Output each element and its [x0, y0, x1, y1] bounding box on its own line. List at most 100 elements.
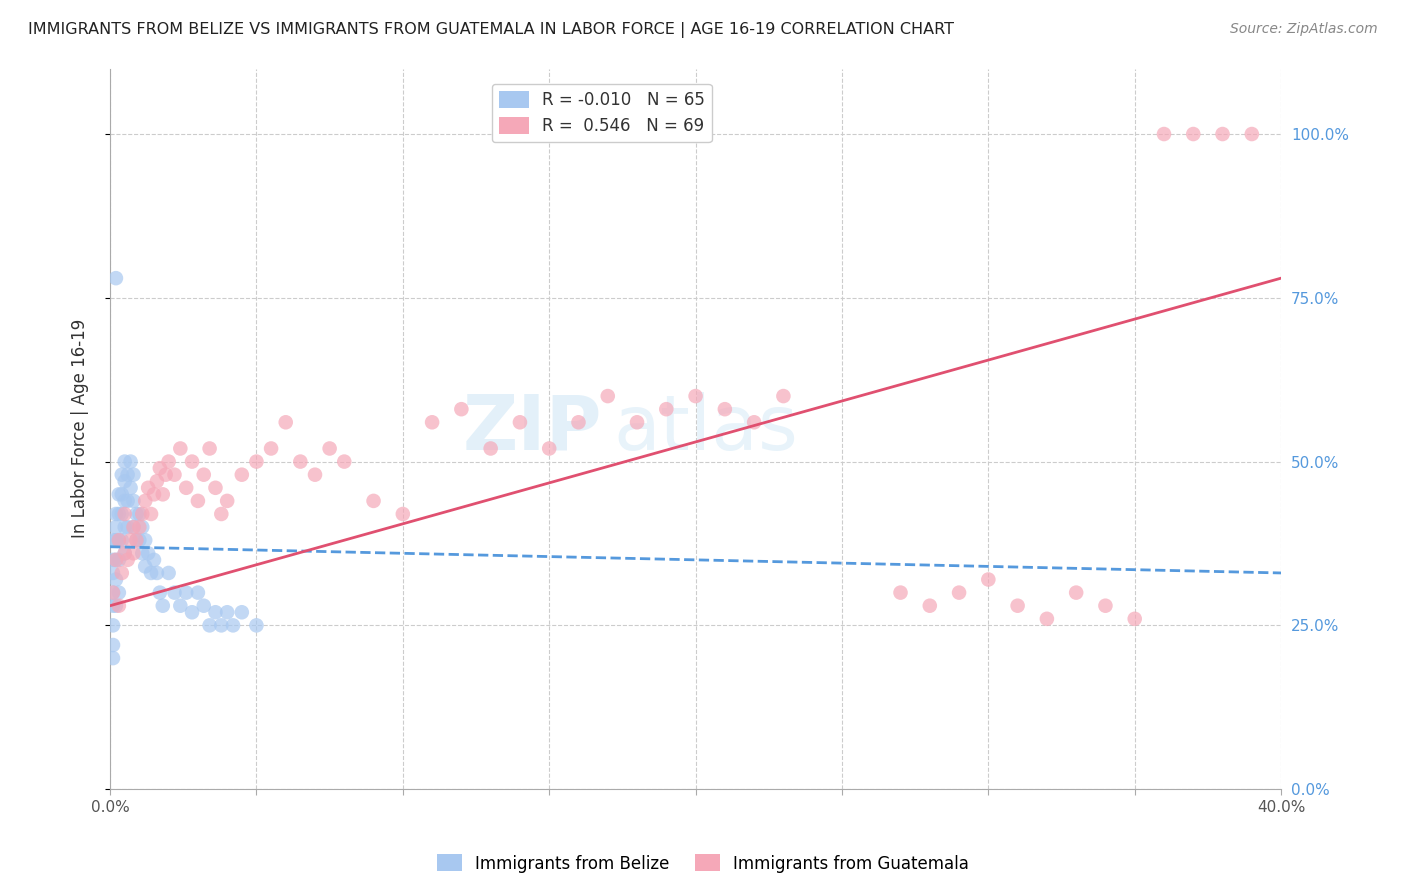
- Point: [101, 553, 124, 567]
- Point: [134, 559, 156, 574]
- Point: [245, 454, 267, 468]
- Point: [131, 546, 153, 560]
- Legend: R = -0.010   N = 65, R =  0.546   N = 69: R = -0.010 N = 65, R = 0.546 N = 69: [492, 84, 711, 142]
- Point: [114, 494, 136, 508]
- Point: [101, 638, 124, 652]
- Point: [198, 618, 221, 632]
- Y-axis label: In Labor Force | Age 16-19: In Labor Force | Age 16-19: [72, 319, 89, 539]
- Point: [163, 467, 186, 482]
- Point: [260, 442, 283, 456]
- Point: [111, 507, 134, 521]
- Point: [231, 467, 253, 482]
- Point: [174, 585, 197, 599]
- Point: [198, 442, 221, 456]
- Point: [918, 599, 941, 613]
- Point: [125, 533, 148, 548]
- Point: [101, 585, 124, 599]
- Point: [181, 605, 204, 619]
- Point: [120, 454, 142, 468]
- Point: [122, 494, 145, 508]
- Point: [169, 442, 191, 456]
- Point: [152, 599, 174, 613]
- Point: [108, 507, 131, 521]
- Point: [169, 599, 191, 613]
- Point: [143, 487, 166, 501]
- Point: [101, 599, 124, 613]
- Point: [104, 520, 127, 534]
- Point: [217, 494, 239, 508]
- Point: [101, 585, 124, 599]
- Point: [114, 475, 136, 489]
- Text: atlas: atlas: [613, 392, 799, 466]
- Point: [567, 415, 589, 429]
- Point: [117, 467, 139, 482]
- Point: [181, 454, 204, 468]
- Point: [333, 454, 356, 468]
- Point: [363, 494, 385, 508]
- Point: [146, 566, 169, 580]
- Point: [108, 599, 131, 613]
- Point: [120, 481, 142, 495]
- Point: [209, 618, 232, 632]
- Point: [122, 520, 145, 534]
- Point: [155, 467, 177, 482]
- Point: [245, 618, 267, 632]
- Point: [1094, 599, 1116, 613]
- Point: [104, 271, 127, 285]
- Point: [108, 553, 131, 567]
- Point: [193, 467, 215, 482]
- Point: [948, 585, 970, 599]
- Point: [509, 415, 531, 429]
- Point: [187, 494, 209, 508]
- Point: [114, 520, 136, 534]
- Point: [304, 467, 326, 482]
- Point: [143, 553, 166, 567]
- Point: [122, 546, 145, 560]
- Point: [204, 605, 226, 619]
- Point: [122, 467, 145, 482]
- Legend: Immigrants from Belize, Immigrants from Guatemala: Immigrants from Belize, Immigrants from …: [430, 847, 976, 880]
- Point: [274, 415, 297, 429]
- Point: [450, 402, 472, 417]
- Point: [108, 533, 131, 548]
- Point: [420, 415, 443, 429]
- Point: [104, 553, 127, 567]
- Point: [111, 467, 134, 482]
- Point: [104, 507, 127, 521]
- Point: [108, 585, 131, 599]
- Point: [187, 585, 209, 599]
- Point: [163, 585, 186, 599]
- Point: [136, 546, 159, 560]
- Point: [685, 389, 707, 403]
- Point: [174, 481, 197, 495]
- Point: [131, 507, 153, 521]
- Point: [1007, 599, 1029, 613]
- Point: [134, 494, 156, 508]
- Point: [1182, 127, 1205, 141]
- Point: [149, 585, 172, 599]
- Point: [128, 533, 150, 548]
- Point: [104, 553, 127, 567]
- Point: [231, 605, 253, 619]
- Point: [1064, 585, 1087, 599]
- Point: [114, 454, 136, 468]
- Point: [136, 481, 159, 495]
- Point: [120, 533, 142, 548]
- Text: Source: ZipAtlas.com: Source: ZipAtlas.com: [1230, 22, 1378, 37]
- Point: [209, 507, 232, 521]
- Point: [125, 507, 148, 521]
- Text: ZIP: ZIP: [463, 392, 602, 466]
- Point: [101, 566, 124, 580]
- Point: [117, 494, 139, 508]
- Point: [655, 402, 678, 417]
- Point: [128, 520, 150, 534]
- Point: [125, 533, 148, 548]
- Point: [146, 475, 169, 489]
- Point: [193, 599, 215, 613]
- Point: [217, 605, 239, 619]
- Point: [290, 454, 312, 468]
- Point: [977, 573, 1000, 587]
- Point: [157, 566, 180, 580]
- Text: IMMIGRANTS FROM BELIZE VS IMMIGRANTS FROM GUATEMALA IN LABOR FORCE | AGE 16-19 C: IMMIGRANTS FROM BELIZE VS IMMIGRANTS FRO…: [28, 22, 955, 38]
- Point: [222, 618, 245, 632]
